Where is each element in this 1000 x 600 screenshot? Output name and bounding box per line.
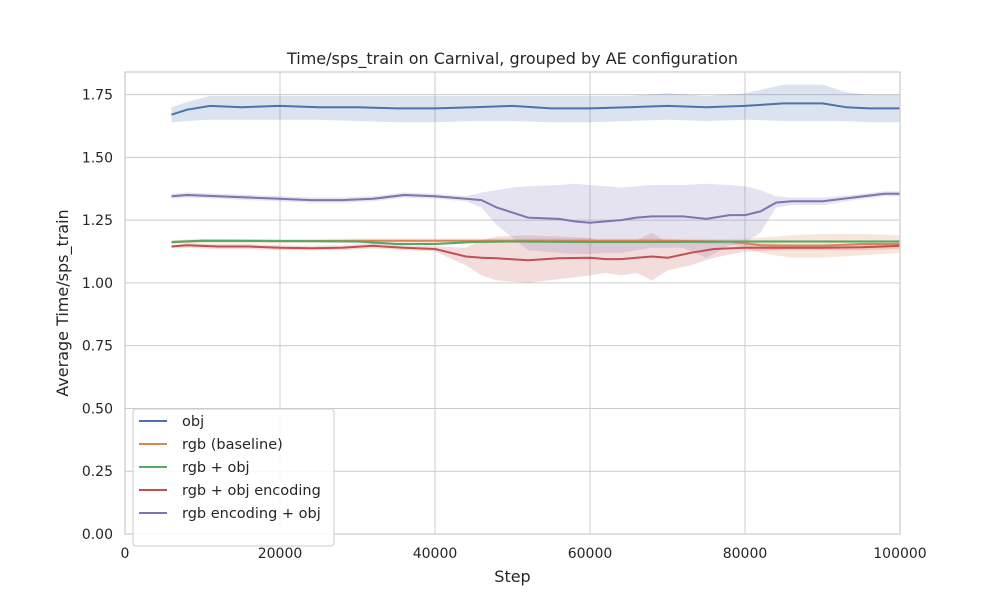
band-rgb-encoding-obj [171, 183, 900, 258]
legend-label-obj: obj [182, 414, 204, 430]
x-axis-label: Step [494, 567, 530, 586]
x-tick-label: 100000 [873, 546, 926, 562]
band-obj [171, 84, 900, 123]
plot-frame [124, 71, 901, 535]
y-tick-label: 0.50 [82, 401, 113, 417]
legend-label-rgb-obj: rgb + obj [182, 460, 250, 476]
y-tick-label: 1.25 [82, 213, 113, 229]
x-tick-label: 60000 [568, 546, 613, 562]
x-tick-label: 40000 [413, 546, 458, 562]
chart-title: Time/sps_train on Carnival, grouped by A… [286, 49, 738, 69]
y-tick-label: 0.75 [82, 339, 113, 355]
x-tick-label: 0 [121, 546, 130, 562]
series-line-rgb-obj-encoding [171, 244, 901, 262]
series-lines [171, 102, 901, 262]
x-axis-ticks: 0 20000 40000 60000 80000 100000 [121, 546, 927, 562]
legend-label-rgb-baseline: rgb (baseline) [182, 437, 283, 453]
x-tick-label: 20000 [258, 546, 303, 562]
legend: obj rgb (baseline) rgb + obj rgb + obj enco… [132, 408, 335, 547]
y-axis-label: Average Time/sps_train [53, 209, 73, 396]
series-line-rgb-encoding-obj [171, 192, 900, 224]
x-tick-label: 80000 [723, 546, 768, 562]
legend-label-rgb-obj-encoding: rgb + obj encoding [182, 483, 321, 499]
y-tick-label: 1.75 [82, 88, 113, 104]
series-line-rgb-obj [171, 239, 900, 245]
y-axis-ticks: 0.00 0.25 0.50 0.75 1.00 1.25 1.50 1.75 [82, 88, 113, 543]
legend-box [132, 408, 335, 547]
y-tick-label: 1.50 [82, 150, 113, 166]
y-tick-label: 0.00 [82, 527, 113, 543]
series-line-obj [171, 102, 900, 116]
y-tick-label: 1.00 [82, 276, 113, 292]
band-rgb-obj-encoding [171, 232, 900, 283]
legend-label-rgb-encoding-obj: rgb encoding + obj [182, 506, 321, 522]
y-tick-label: 0.25 [82, 464, 113, 480]
